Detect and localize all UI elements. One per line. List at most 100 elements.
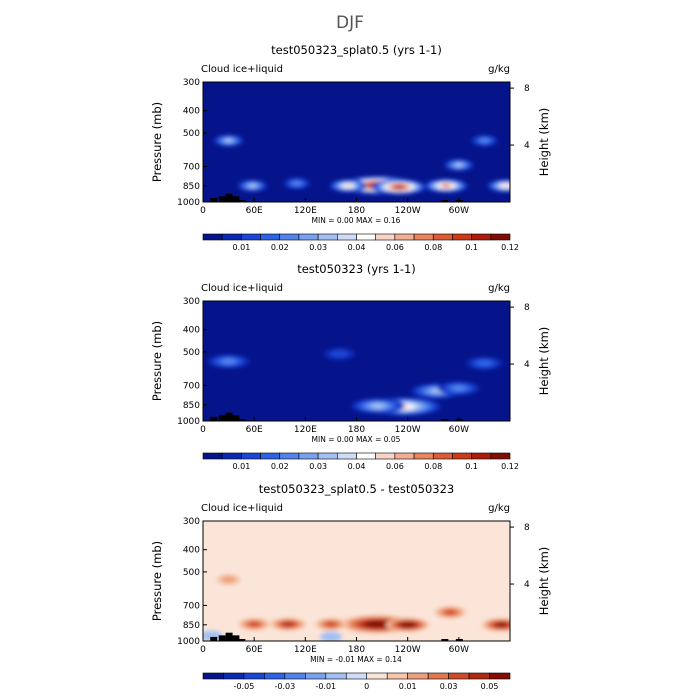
colorbar-label: -0.03: [275, 682, 296, 691]
y-tick-label: 700: [183, 162, 200, 172]
topography-bar-6: [441, 199, 449, 202]
y-tick-label: 500: [183, 129, 200, 139]
colorbar-label: 0.01: [399, 682, 417, 691]
field-contour-2-14: [396, 185, 402, 189]
x-tick-label: 0: [200, 645, 206, 655]
field-features: [213, 134, 510, 195]
x-tick-label: 120E: [294, 645, 317, 655]
colorbar-label: -0.05: [234, 682, 255, 691]
units-label: g/kg: [488, 503, 510, 514]
colorbar-swatch: [202, 233, 223, 241]
y2-axis-label: Height (km): [537, 547, 551, 616]
topography-bar-3: [225, 412, 233, 421]
y-tick-label: 500: [183, 568, 200, 578]
topography-bar-4: [232, 635, 240, 641]
topography-bar-1: [210, 197, 218, 202]
colorbar-swatch: [260, 233, 281, 241]
topography-bar-5: [238, 638, 246, 641]
panel-title: test050323_splat0.5 - test050323: [259, 482, 455, 496]
colorbar-swatch: [356, 233, 376, 241]
variable-label: Cloud ice+liquid: [201, 64, 283, 75]
field-contour-2-7: [403, 622, 413, 627]
colorbar-swatch: [386, 672, 408, 680]
colorbar-label: 0.01: [232, 243, 250, 252]
colorbar: 0.01 0.02 0.03 0.04 0.06 0.08 0.1 0.12: [202, 233, 519, 252]
colorbar-label: 0.1: [465, 462, 478, 471]
units-label: g/kg: [488, 64, 510, 75]
panels: test050323_splat0.5 (yrs 1-1) Cloud ice+l…: [150, 43, 551, 691]
y2-tick-label: 8: [524, 523, 530, 533]
field-contour-8-2: [221, 576, 236, 584]
x-tick-label: 60W: [449, 206, 469, 216]
field-contour-7-6: [248, 183, 256, 188]
variable-label: Cloud ice+liquid: [201, 503, 283, 514]
colorbar-swatch: [279, 452, 300, 460]
min-max-text: MIN = -0.01 MAX = 0.14: [310, 655, 402, 664]
plot-background: [203, 301, 510, 421]
topography-bar-4: [232, 196, 240, 202]
units-label: g/kg: [488, 283, 510, 294]
panel-title: test050323 (yrs 1-1): [297, 262, 416, 276]
field-contour-4-11: [443, 184, 449, 188]
colorbar-swatch: [452, 452, 472, 460]
field-contour-5-6: [455, 162, 463, 168]
x-tick-label: 60W: [449, 425, 469, 435]
topography-bar-3: [225, 632, 233, 641]
field-contour-6-3: [476, 359, 493, 367]
field-contour-9-1: [203, 630, 223, 641]
topography-bar-1: [210, 416, 218, 421]
field-contour-3-9: [345, 183, 351, 188]
colorbar-swatch: [490, 452, 511, 460]
colorbar-swatch: [471, 452, 492, 460]
y-tick-label: 500: [183, 348, 200, 358]
x-tick-label: 120W: [395, 645, 421, 655]
colorbar-swatch: [375, 452, 396, 460]
colorbar-label: 0.03: [440, 682, 458, 691]
topography-bar-2: [218, 635, 226, 641]
field-contour-7-2: [330, 350, 349, 358]
colorbar-swatch: [394, 233, 415, 241]
colorbar-swatch: [468, 672, 490, 680]
colorbar-label: 0.03: [309, 243, 327, 252]
field-layer: [207, 348, 503, 421]
colorbar-label: 0.02: [271, 462, 289, 471]
colorbar-swatch: [337, 233, 357, 241]
chart-panel-1: test050323_splat0.5 (yrs 1-1) Cloud ice+l…: [150, 43, 551, 252]
colorbar-swatch: [298, 452, 319, 460]
colorbar-label: -0.01: [315, 682, 336, 691]
y-axis-label: Pressure (mb): [150, 102, 164, 182]
colorbar-swatch: [202, 672, 224, 680]
x-tick-label: 60E: [246, 645, 263, 655]
colorbar-swatch: [394, 452, 415, 460]
topography-bar-6: [441, 418, 449, 421]
topography-bar-2: [218, 196, 226, 202]
topography-bar-5: [238, 199, 246, 202]
colorbar-swatch: [432, 233, 453, 241]
colorbar-swatch: [241, 233, 261, 241]
y2-tick-label: 4: [524, 580, 530, 590]
x-tick-label: 120E: [294, 206, 317, 216]
colorbar-swatch: [345, 672, 368, 680]
field-features: [207, 348, 503, 416]
field-features: [203, 574, 510, 641]
field-contour-8-4: [292, 180, 302, 186]
field-contour-2-6: [371, 403, 385, 409]
topography-bar-1: [210, 636, 218, 641]
colorbar-swatch: [264, 672, 286, 680]
colorbar-label: 0.04: [348, 462, 366, 471]
topography-bar-5: [238, 418, 246, 421]
colorbar-swatch: [489, 672, 511, 680]
min-max-text: MIN = 0.00 MAX = 0.05: [312, 435, 401, 444]
colorbar-label: 0.05: [481, 682, 499, 691]
field-layer: [210, 134, 510, 202]
colorbar-swatch: [279, 233, 300, 241]
colorbar-swatch: [221, 233, 242, 241]
colorbar-swatch: [221, 452, 242, 460]
y-tick-label: 300: [183, 297, 200, 307]
colorbar-label: 0.12: [501, 243, 519, 252]
colorbar-swatch: [298, 233, 319, 241]
y-tick-label: 400: [183, 107, 200, 117]
colorbar-swatch: [375, 233, 396, 241]
y2-axis-label: Height (km): [537, 327, 551, 396]
